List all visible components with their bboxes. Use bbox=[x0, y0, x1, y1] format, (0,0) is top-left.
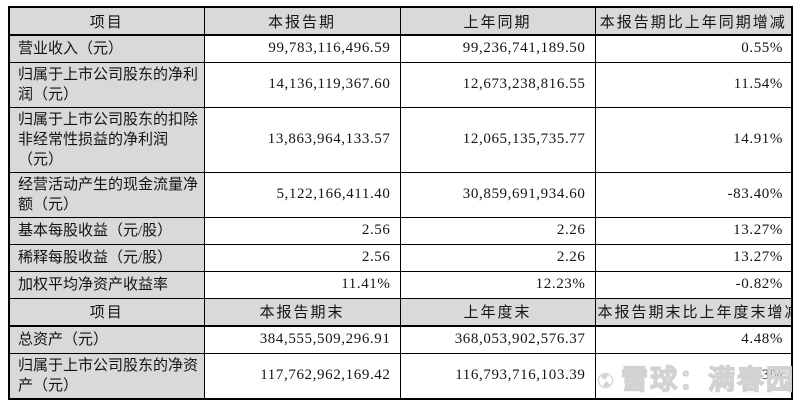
cell-change: 11.54% bbox=[594, 61, 793, 108]
cell-prior: 2.26 bbox=[399, 243, 596, 272]
table1-header-row: 项目 本报告期 上年同期 本报告期比上年同期增减 bbox=[8, 6, 793, 36]
cell-prior: 12,673,238,816.55 bbox=[399, 61, 596, 108]
header-change: 本报告期比上年同期增减 bbox=[594, 6, 793, 36]
table-row-total-assets: 总资产（元） 384,555,509,296.91 368,053,902,57… bbox=[8, 325, 793, 354]
cell-current: 117,762,962,169.42 bbox=[203, 352, 401, 399]
cell-current: 13,863,964,133.57 bbox=[203, 106, 401, 173]
cell-current: 384,555,509,296.91 bbox=[203, 325, 401, 354]
table-row-diluted-eps: 稀释每股收益（元/股） 2.56 2.26 13.27% bbox=[8, 243, 793, 272]
cell-current: 99,783,116,496.59 bbox=[203, 34, 401, 63]
table-row-revenue: 营业收入（元） 99,783,116,496.59 99,236,741,189… bbox=[8, 34, 793, 63]
table-row-basic-eps: 基本每股收益（元/股） 2.56 2.26 13.27% bbox=[8, 216, 793, 245]
table-row-weighted-roe: 加权平均净资产收益率 11.41% 12.23% -0.82% bbox=[8, 270, 793, 299]
cell-current: 11.41% bbox=[203, 270, 401, 299]
table-row-net-assets: 归属于上市公司股东的净资产（元） 117,762,962,169.42 116,… bbox=[8, 352, 793, 399]
cell-prior: 12.23% bbox=[399, 270, 596, 299]
cell-change: -83.40% bbox=[594, 171, 793, 218]
row-label: 营业收入（元） bbox=[8, 34, 205, 63]
cell-current: 2.56 bbox=[203, 216, 401, 245]
row-label: 归属于上市公司股东的扣除非经常性损益的净利润（元） bbox=[8, 106, 205, 173]
cell-change: -0.82% bbox=[594, 270, 793, 299]
cell-change: 4.48% bbox=[594, 325, 793, 354]
cell-prior: 116,793,716,103.39 bbox=[399, 352, 596, 399]
cell-change: 0.83% bbox=[594, 352, 793, 399]
header-change: 本报告期末比上年度末增减 bbox=[594, 297, 793, 327]
header-period-end: 本报告期末 bbox=[203, 297, 401, 327]
cell-prior: 2.26 bbox=[399, 216, 596, 245]
table-row-net-profit-excl-nonrecurring: 归属于上市公司股东的扣除非经常性损益的净利润（元） 13,863,964,133… bbox=[8, 106, 793, 173]
row-label: 基本每股收益（元/股） bbox=[8, 216, 205, 245]
header-current-period: 本报告期 bbox=[203, 6, 401, 36]
header-prior-year-end: 上年度末 bbox=[399, 297, 596, 327]
row-label: 总资产（元） bbox=[8, 325, 205, 354]
header-prior-period: 上年同期 bbox=[399, 6, 596, 36]
table2-header-row: 项目 本报告期末 上年度末 本报告期末比上年度末增减 bbox=[8, 297, 793, 327]
row-label: 归属于上市公司股东的净资产（元） bbox=[8, 352, 205, 399]
row-label: 稀释每股收益（元/股） bbox=[8, 243, 205, 272]
cell-prior: 30,859,691,934.60 bbox=[399, 171, 596, 218]
row-label: 经营活动产生的现金流量净额（元） bbox=[8, 171, 205, 218]
cell-prior: 99,236,741,189.50 bbox=[399, 34, 596, 63]
cell-change: 0.55% bbox=[594, 34, 793, 63]
header-item: 项目 bbox=[8, 6, 205, 36]
financial-summary-table: 项目 本报告期 上年同期 本报告期比上年同期增减 营业收入（元） 99,783,… bbox=[8, 6, 793, 400]
header-item: 项目 bbox=[8, 297, 205, 327]
cell-current: 14,136,119,367.60 bbox=[203, 61, 401, 108]
cell-current: 5,122,166,411.40 bbox=[203, 171, 401, 218]
table-row-net-profit: 归属于上市公司股东的净利润（元） 14,136,119,367.60 12,67… bbox=[8, 61, 793, 108]
row-label: 归属于上市公司股东的净利润（元） bbox=[8, 61, 205, 108]
row-label: 加权平均净资产收益率 bbox=[8, 270, 205, 299]
table-row-operating-cash-flow: 经营活动产生的现金流量净额（元） 5,122,166,411.40 30,859… bbox=[8, 171, 793, 218]
cell-change: 13.27% bbox=[594, 243, 793, 272]
cell-prior: 12,065,135,735.77 bbox=[399, 106, 596, 173]
cell-prior: 368,053,902,576.37 bbox=[399, 325, 596, 354]
cell-current: 2.56 bbox=[203, 243, 401, 272]
cell-change: 13.27% bbox=[594, 216, 793, 245]
cell-change: 14.91% bbox=[594, 106, 793, 173]
